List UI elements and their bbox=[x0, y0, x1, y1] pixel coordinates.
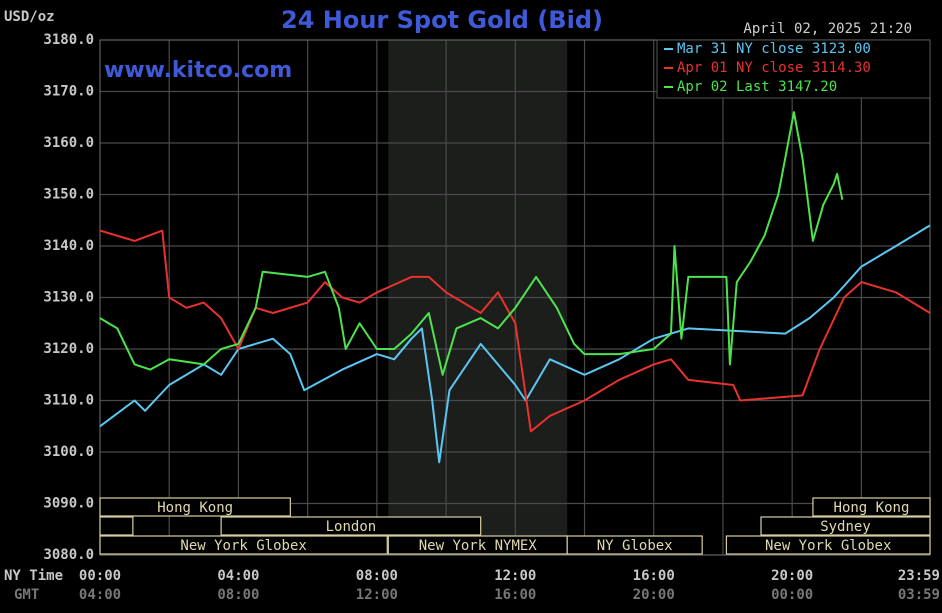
legend-label: Mar 31 NY close 3123.00 bbox=[677, 41, 871, 57]
session-box bbox=[812, 497, 931, 517]
x-tick-label: 16:00 bbox=[633, 568, 675, 584]
x2-tick-label: 03:59 bbox=[898, 587, 940, 603]
x2-tick-label: 04:00 bbox=[79, 587, 121, 603]
y-tick-label: 3100.0 bbox=[43, 444, 94, 460]
y-tick-label: 3140.0 bbox=[43, 238, 94, 254]
series-line bbox=[99, 111, 844, 376]
session-label: Sydney bbox=[820, 519, 871, 535]
y-tick-label: 3130.0 bbox=[43, 290, 94, 306]
x-tick-label: 08:00 bbox=[356, 568, 398, 584]
session-label: Hong Kong bbox=[834, 500, 910, 516]
plot-frame bbox=[99, 39, 931, 556]
session-box bbox=[725, 535, 931, 555]
y-tick-label: 3080.0 bbox=[43, 547, 94, 563]
watermark: www.kitco.com bbox=[104, 58, 292, 83]
session-box bbox=[566, 535, 703, 555]
session-box bbox=[99, 497, 291, 517]
x-tick-label: 04:00 bbox=[217, 568, 259, 584]
session-label: London bbox=[326, 519, 377, 535]
y-tick-label: 3150.0 bbox=[43, 187, 94, 203]
y-tick-label: 3170.0 bbox=[43, 84, 94, 100]
session-box bbox=[760, 516, 931, 536]
session-label: New York Globex bbox=[765, 538, 891, 554]
session-label: Hong Kong bbox=[157, 500, 233, 516]
series-line bbox=[99, 224, 931, 464]
legend-label: Apr 01 NY close 3114.30 bbox=[677, 60, 871, 76]
x2-tick-label: 00:00 bbox=[771, 587, 813, 603]
y-tick-label: 3120.0 bbox=[43, 341, 94, 357]
session-label: New York Globex bbox=[180, 538, 306, 554]
x-tick-label: 23:59 bbox=[898, 568, 940, 584]
legend-label: Apr 02 Last 3147.20 bbox=[677, 79, 837, 95]
x-tick-label: 12:00 bbox=[494, 568, 536, 584]
timestamp: April 02, 2025 21:20 bbox=[743, 21, 912, 37]
legend-box bbox=[656, 39, 931, 99]
x-tick-label: 20:00 bbox=[771, 568, 813, 584]
chart-title: 24 Hour Spot Gold (Bid) bbox=[281, 6, 603, 34]
session-label: New York NYMEX bbox=[419, 538, 538, 554]
y-tick-label: 3110.0 bbox=[43, 393, 94, 409]
x2-tick-label: 16:00 bbox=[494, 587, 536, 603]
session-label: NY Globex bbox=[597, 538, 673, 554]
series-line bbox=[99, 229, 931, 433]
x2-axis-label: GMT bbox=[14, 587, 39, 603]
x2-tick-label: 08:00 bbox=[217, 587, 259, 603]
y-tick-label: 3180.0 bbox=[43, 32, 94, 48]
y-tick-label: 3090.0 bbox=[43, 496, 94, 512]
y-axis-label: USD/oz bbox=[4, 9, 55, 25]
session-box bbox=[99, 535, 388, 555]
x2-tick-label: 20:00 bbox=[633, 587, 675, 603]
session-box bbox=[220, 516, 482, 536]
x2-tick-label: 12:00 bbox=[356, 587, 398, 603]
x-tick-label: 00:00 bbox=[79, 568, 121, 584]
session-box bbox=[99, 516, 134, 536]
y-tick-label: 3160.0 bbox=[43, 135, 94, 151]
x-axis-label: NY Time bbox=[4, 568, 63, 584]
